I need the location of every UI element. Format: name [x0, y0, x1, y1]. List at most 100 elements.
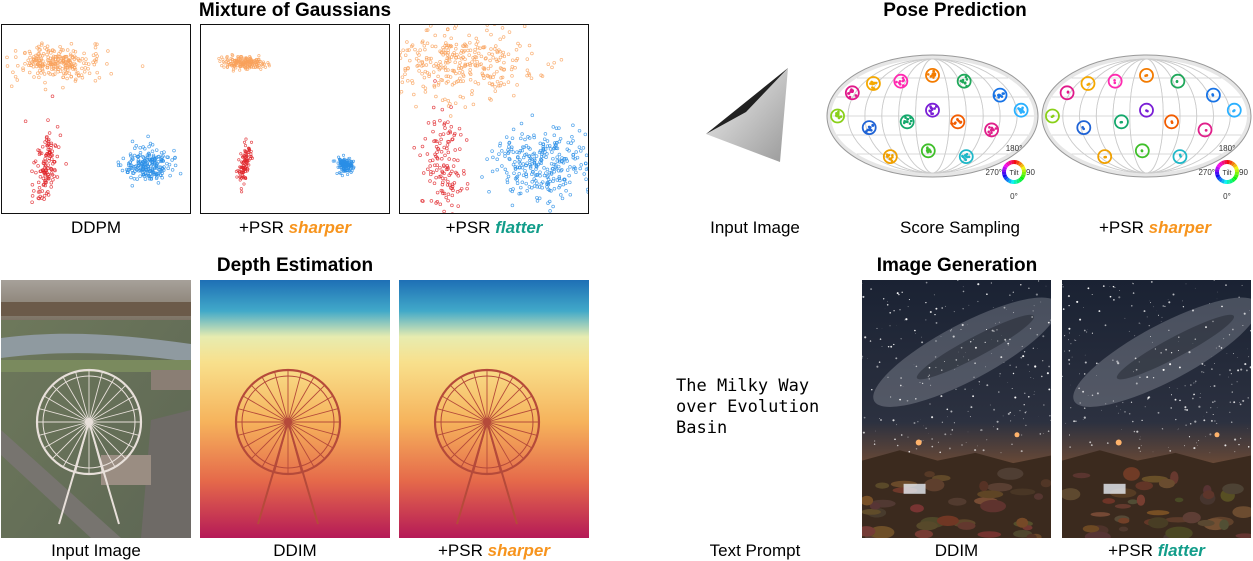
pose-mode-marker	[1226, 102, 1242, 118]
pose-mode-marker	[925, 67, 940, 83]
pose-mode-marker	[1107, 73, 1123, 89]
pose-mode-marker	[1013, 102, 1029, 118]
point-cluster	[400, 25, 564, 118]
pose-mode-marker	[1045, 108, 1060, 124]
tilt-wheel-icon: 180° 0° 270° 90 Tilt	[985, 144, 1035, 201]
pose-mode-marker	[830, 108, 845, 124]
pose-mode-marker	[1139, 67, 1154, 83]
ferris-wheel-photo	[1, 280, 191, 538]
gaussian-plot-psr-sharper	[200, 24, 390, 214]
depth-map-psr-sharper	[399, 280, 589, 538]
pose-title: Pose Prediction	[883, 0, 1027, 21]
pose-mode-marker	[866, 76, 881, 91]
gaussian-scatter-flatter	[400, 25, 588, 213]
pose-mode-marker	[882, 149, 898, 164]
pose-mode-marker	[920, 143, 936, 159]
tilt-wheel-icon: 180° 0° 270° 90 Tilt	[1198, 144, 1248, 201]
tilt-right-label: 90	[1026, 168, 1035, 177]
depth-map-ddim-image	[200, 280, 390, 538]
caption-ddpm: DDPM	[70, 218, 122, 237]
mollweide-sphere-plot-psr	[1041, 54, 1252, 178]
caption-depth-ddim: DDIM	[273, 541, 317, 560]
gaussian-plot-ddpm	[1, 24, 191, 214]
pose-mode-marker	[1076, 120, 1092, 135]
tilt-center-label: Tilt	[1009, 170, 1018, 177]
tilt-left-label: 270°	[985, 168, 1002, 177]
caption-psr-label: +PSR	[438, 541, 483, 560]
pose-score-sampling-plot	[825, 52, 1040, 180]
caption-psr-label: +PSR	[1099, 218, 1144, 237]
depth-map-ddim	[200, 280, 390, 538]
caption-imagegen-psr-flatter: +PSR flatter	[1062, 541, 1251, 561]
depth-title: Depth Estimation	[216, 255, 374, 276]
caption-score-sampling: Score Sampling	[899, 218, 1020, 237]
caption-psr-flatter: +PSR flatter	[399, 218, 589, 238]
tilt-color-wheel-psr: 180° 0° 270° 90 Tilt	[1198, 143, 1253, 201]
pose-mode-marker	[925, 102, 940, 118]
pose-mode-marker	[844, 85, 860, 101]
pose-psr-plot	[1040, 52, 1253, 180]
pose-mode-marker	[861, 120, 877, 135]
tilt-left-label: 270°	[1198, 168, 1215, 177]
caption-flatter-label: flatter	[1157, 541, 1205, 560]
caption-pose-input: Input Image	[710, 218, 800, 237]
caption-sharper-label: sharper	[487, 541, 550, 560]
milky-way-image-psr	[1062, 280, 1251, 538]
tilt-center-label: Tilt	[1222, 170, 1231, 177]
point-cluster	[23, 94, 68, 204]
tetrahedron-icon	[706, 68, 788, 162]
caption-depth-psr-sharper: +PSR sharper	[399, 541, 589, 561]
caption-sharper-label: sharper	[288, 218, 351, 237]
caption-text-prompt: Text Prompt	[709, 541, 801, 560]
pose-mode-marker	[1134, 143, 1150, 159]
pose-mode-marker	[899, 114, 915, 130]
pose-mode-marker	[992, 87, 1008, 103]
pose-mode-marker	[956, 73, 972, 89]
caption-depth-input: Input Image	[51, 541, 141, 560]
pose-mode-marker	[1080, 76, 1096, 91]
generated-image-psr-flatter	[1062, 280, 1251, 538]
point-cluster	[5, 41, 145, 92]
mollweide-sphere-plot	[826, 54, 1039, 178]
imagegen-title: Image Generation	[876, 255, 1038, 276]
depth-map-psr-image	[399, 280, 589, 538]
gaussian-scatter-ddpm	[5, 41, 183, 204]
pose-input-image	[700, 60, 800, 170]
pose-mode-marker	[1114, 114, 1129, 130]
pose-mode-marker	[958, 149, 974, 164]
pose-mode-marker	[1172, 149, 1188, 164]
caption-psr-label: +PSR	[1108, 541, 1153, 560]
gaussian-scatter-sharper	[217, 53, 356, 194]
depth-input-photo	[1, 280, 191, 538]
caption-psr-sharper: +PSR sharper	[200, 218, 390, 238]
tilt-top-label: 180°	[1006, 144, 1023, 153]
caption-flatter-label: flatter	[495, 218, 543, 237]
pose-mode-marker	[1170, 73, 1186, 89]
gaussians-title: Mixture of Gaussians	[198, 0, 392, 21]
tilt-color-wheel: 180° 0° 270° 90 Tilt	[985, 143, 1043, 201]
generated-image-ddim	[862, 280, 1051, 538]
point-cluster	[331, 153, 356, 178]
pose-mode-marker	[1139, 102, 1154, 118]
caption-sharper-label: sharper	[1148, 218, 1211, 237]
tilt-bottom-label: 0°	[1223, 192, 1231, 201]
pose-mode-marker	[1059, 85, 1075, 101]
pose-mode-marker	[950, 114, 966, 130]
gaussian-plot-psr-flatter	[399, 24, 589, 214]
point-cluster	[217, 53, 271, 73]
tilt-right-label: 90	[1239, 168, 1248, 177]
caption-psr-label: +PSR	[445, 218, 491, 237]
point-cluster	[412, 79, 470, 213]
pose-mode-marker	[1164, 114, 1179, 130]
pose-mode-marker	[1097, 149, 1113, 164]
point-cluster	[480, 113, 588, 213]
caption-pose-psr-sharper: +PSR sharper	[1080, 218, 1230, 238]
pose-mode-marker	[1197, 122, 1213, 138]
text-prompt: The Milky Way over Evolution Basin	[676, 376, 820, 438]
pose-mode-marker	[1205, 87, 1221, 103]
milky-way-image-ddim	[862, 280, 1051, 538]
tilt-top-label: 180°	[1219, 144, 1236, 153]
pose-mode-marker	[893, 73, 909, 89]
caption-imagegen-ddim: DDIM	[934, 541, 979, 560]
tilt-bottom-label: 0°	[1010, 192, 1018, 201]
